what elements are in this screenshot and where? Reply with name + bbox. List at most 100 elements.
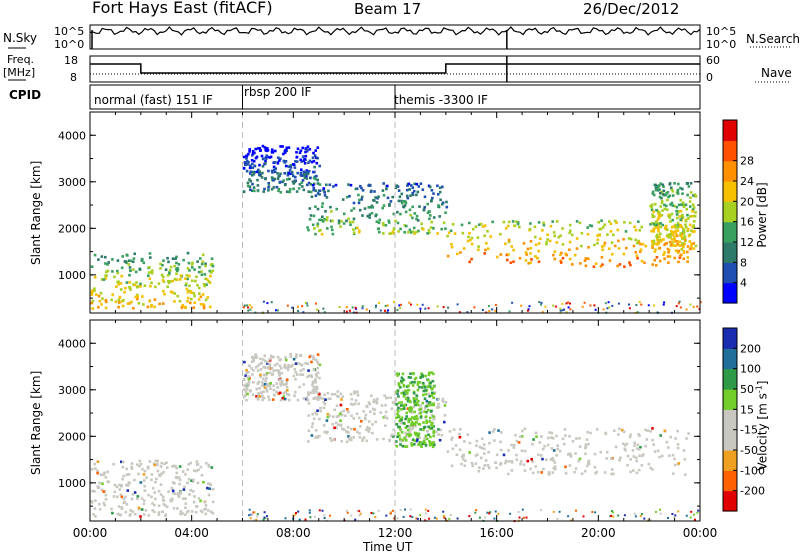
- velocity-echo-cell: [322, 401, 326, 404]
- velocity-ytick-label: 4000: [58, 337, 86, 350]
- power-echo-cell: [309, 214, 313, 217]
- velocity-near-range-cell: [497, 512, 500, 515]
- velocity-echo-cell: [417, 412, 421, 415]
- velocity-near-range-cell: [433, 516, 436, 519]
- velocity-echo-cell: [400, 418, 403, 422]
- power-echo-cell: [311, 223, 315, 227]
- velocity-echo-cell: [519, 462, 522, 466]
- power-near-range-cell: [270, 301, 273, 304]
- velocity-echo-cell: [293, 368, 297, 371]
- velocity-echo-cell: [177, 495, 181, 499]
- power-echo-cell: [664, 193, 667, 197]
- power-echo-cell: [178, 299, 182, 303]
- velocity-echo-cell: [427, 378, 430, 382]
- velocity-echo-cell: [410, 420, 414, 424]
- power-echo-cell: [568, 231, 571, 235]
- velocity-echo-cell: [395, 423, 399, 426]
- power-echo-cell: [688, 240, 692, 243]
- velocity-echo-cell: [183, 485, 186, 489]
- power-echo-cell: [259, 149, 262, 152]
- power-echo-cell: [618, 263, 622, 266]
- velocity-echo-cell: [629, 458, 632, 461]
- velocity-near-range-cell: [377, 509, 380, 512]
- velocity-echo-cell: [94, 467, 97, 470]
- power-echo-cell: [449, 229, 453, 233]
- power-echo-cell: [179, 274, 183, 277]
- velocity-echo-cell: [254, 366, 258, 369]
- power-echo-cell: [568, 257, 572, 261]
- velocity-echo-cell: [550, 447, 554, 450]
- power-echo-cell: [623, 221, 626, 224]
- velocity-echo-cell: [148, 460, 152, 463]
- velocity-echo-cell: [439, 428, 442, 432]
- velocity-near-range-cell: [522, 516, 525, 519]
- power-echo-cell: [175, 255, 178, 259]
- power-echo-cell: [674, 249, 678, 253]
- power-echo-cell: [557, 235, 561, 239]
- velocity-near-range-cell: [419, 514, 422, 517]
- power-echo-cell: [201, 303, 205, 306]
- velocity-echo-cell: [100, 488, 104, 492]
- velocity-echo-cell: [340, 413, 344, 417]
- velocity-echo-cell: [396, 410, 400, 413]
- power-echo-cell: [680, 235, 684, 239]
- power-echo-cell: [406, 184, 409, 187]
- velocity-echo-cell: [356, 390, 359, 394]
- power-near-range-cell: [266, 302, 269, 305]
- velocity-echo-cell: [450, 464, 454, 468]
- power-echo-cell: [681, 187, 684, 191]
- velocity-echo-cell: [399, 443, 402, 446]
- power-echo-cell: [377, 221, 381, 225]
- power-echo-cell: [518, 256, 522, 260]
- velocity-colorbar-tick-label: 100: [740, 363, 761, 376]
- velocity-echo-cell: [129, 513, 132, 516]
- power-echo-cell: [660, 196, 663, 200]
- velocity-echo-cell: [207, 482, 210, 485]
- velocity-echo-cell: [553, 465, 557, 468]
- power-echo-cell: [337, 219, 341, 223]
- power-echo-cell: [262, 190, 265, 193]
- power-echo-cell: [682, 231, 686, 235]
- velocity-echo-cell: [510, 460, 514, 463]
- velocity-echo-cell: [312, 417, 316, 420]
- power-echo-cell: [438, 186, 442, 190]
- velocity-echo-cell: [200, 474, 204, 477]
- power-echo-cell: [676, 216, 679, 220]
- velocity-echo-cell: [307, 429, 311, 432]
- velocity-echo-cell: [267, 395, 270, 399]
- velocity-echo-cell: [671, 453, 675, 457]
- velocity-echo-cell: [265, 372, 269, 375]
- power-near-range-cell: [302, 311, 305, 314]
- velocity-near-range-cell: [591, 511, 594, 513]
- velocity-echo-cell: [510, 469, 514, 472]
- power-near-range-cell: [565, 311, 568, 314]
- velocity-echo-cell: [390, 407, 394, 411]
- power-echo-cell: [686, 193, 689, 197]
- power-echo-cell: [111, 293, 114, 296]
- power-echo-cell: [673, 204, 676, 208]
- power-echo-cell: [599, 227, 603, 231]
- power-echo-cell: [131, 260, 135, 263]
- power-near-range-cell: [685, 308, 688, 311]
- velocity-echo-cell: [413, 378, 417, 381]
- velocity-echo-cell: [136, 495, 140, 498]
- power-near-range-cell: [594, 308, 597, 311]
- velocity-echo-cell: [193, 495, 196, 498]
- velocity-echo-cell: [287, 393, 291, 397]
- power-echo-cell: [322, 188, 325, 192]
- velocity-echo-cell: [375, 401, 379, 405]
- velocity-echo-cell: [357, 402, 360, 406]
- power-echo-cell: [148, 266, 151, 269]
- velocity-echo-cell: [322, 406, 326, 410]
- power-echo-cell: [139, 285, 142, 288]
- velocity-echo-cell: [316, 360, 319, 364]
- power-echo-cell: [694, 244, 698, 248]
- power-echo-cell: [670, 212, 674, 216]
- power-echo-cell: [607, 247, 611, 250]
- power-echo-cell: [198, 266, 201, 269]
- power-echo-cell: [318, 229, 321, 233]
- velocity-echo-cell: [618, 427, 621, 431]
- velocity-echo-cell: [684, 473, 687, 476]
- power-colorbar-tick-label: 8: [740, 256, 747, 269]
- velocity-echo-cell: [129, 509, 132, 512]
